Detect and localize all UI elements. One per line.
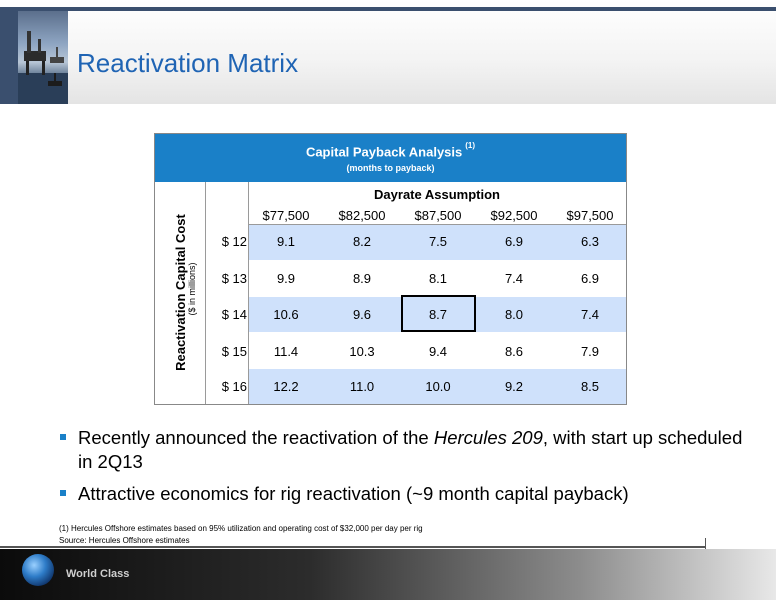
row-label: $ 15 [221, 344, 247, 359]
source-note: Source: Hercules Offshore estimates [59, 536, 190, 545]
page-title: Reactivation Matrix [77, 48, 299, 78]
bullet-list: Recently announced the reactivation of t… [58, 426, 758, 514]
bullet-square-icon [60, 434, 66, 440]
bullet-text: Attractive economics for rig reactivatio… [78, 483, 629, 504]
header-side-bar [0, 7, 18, 104]
highlight-box [401, 295, 476, 332]
table-header-band: Capital Payback Analysis (1) (months to p… [155, 134, 626, 182]
oil-rig-photo [18, 11, 68, 104]
table-cell: 10.6 [273, 307, 299, 322]
table-title: Capital Payback Analysis (1) [155, 141, 626, 160]
table-cell-highlighted: 8.7 [428, 307, 448, 322]
grid-line [248, 224, 626, 225]
column-header: $92,500 [490, 208, 538, 223]
bullet-item: Recently announced the reactivation of t… [58, 426, 758, 474]
row-label: $ 12 [221, 234, 247, 249]
dayrate-assumption-label: Dayrate Assumption [374, 187, 500, 202]
footer-bar [0, 549, 776, 600]
footer-rule [0, 546, 706, 548]
table-cell: 12.2 [273, 379, 299, 394]
table-cell: 9.2 [504, 379, 524, 394]
table-cell: 7.4 [580, 307, 600, 322]
table-cell: 8.5 [580, 379, 600, 394]
column-header: $87,500 [414, 208, 462, 223]
table-cell: 8.1 [428, 271, 448, 286]
header-rule [18, 7, 776, 11]
table-cell: 11.4 [273, 344, 299, 359]
table-cell: 7.5 [428, 234, 448, 249]
footer-rule-tick [705, 538, 706, 556]
table-cell: 7.9 [580, 344, 600, 359]
table-cell: 9.4 [428, 344, 448, 359]
row-band [248, 297, 626, 332]
column-header: $82,500 [338, 208, 386, 223]
table-cell: 8.6 [504, 344, 524, 359]
row-axis-label: Reactivation Capital Cost [173, 214, 188, 371]
slide-header [0, 0, 776, 104]
table-cell: 10.0 [425, 379, 451, 394]
footnote: (1) Hercules Offshore estimates based on… [59, 524, 423, 533]
grid-line [248, 182, 249, 404]
bullet-text: , with start up scheduled in 2Q13 [78, 427, 743, 472]
payback-matrix-table: Capital Payback Analysis (1) (months to p… [154, 133, 627, 405]
table-cell: 7.4 [504, 271, 524, 286]
globe-icon [22, 554, 54, 586]
table-cell: 11.0 [349, 379, 375, 394]
table-cell: 6.3 [580, 234, 600, 249]
footer-tagline: World Class [66, 568, 130, 580]
table-title-text: Capital Payback Analysis [305, 144, 463, 160]
row-label: $ 13 [221, 271, 247, 286]
table-cell: 9.6 [352, 307, 372, 322]
table-cell: 6.9 [580, 271, 600, 286]
rig-name: Hercules 209 [433, 427, 543, 448]
row-label: $ 16 [221, 379, 247, 394]
table-cell: 6.9 [504, 234, 524, 249]
table-subtitle: (months to payback) [346, 163, 435, 173]
row-axis-sublabel: ($ in millions) [187, 262, 197, 316]
bullet-item: Attractive economics for rig reactivatio… [58, 482, 758, 506]
table-cell: 9.1 [276, 234, 296, 249]
grid-line [205, 182, 206, 404]
row-band [248, 225, 626, 260]
column-header: $77,500 [262, 208, 310, 223]
row-band [248, 369, 626, 404]
table-cell: 8.0 [504, 307, 524, 322]
table-cell: 8.2 [352, 234, 372, 249]
bullet-text: Recently announced the reactivation of t… [78, 427, 434, 448]
table-cell: 9.9 [276, 271, 296, 286]
row-label: $ 14 [221, 307, 247, 322]
table-cell: 10.3 [349, 344, 375, 359]
table-title-footnote-marker: (1) [465, 141, 476, 150]
bullet-square-icon [60, 490, 66, 496]
table-cell: 8.9 [352, 271, 372, 286]
column-header: $97,500 [566, 208, 614, 223]
